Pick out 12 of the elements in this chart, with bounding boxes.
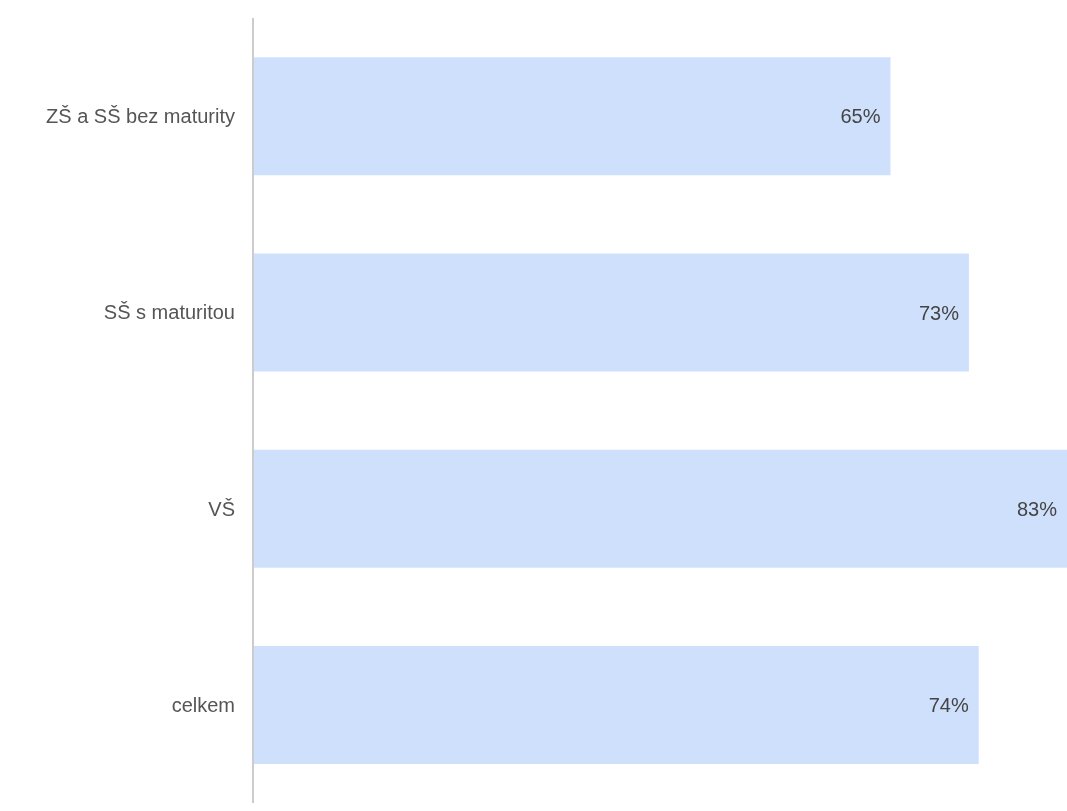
bar <box>253 57 891 176</box>
data-label: 73% <box>918 301 960 324</box>
y-tick-label: ZŠ a SŠ bez maturity <box>46 105 235 128</box>
y-tick-label: VŠ <box>208 497 235 520</box>
bar <box>253 449 1067 568</box>
bar <box>253 253 969 372</box>
data-label: 83% <box>1016 497 1058 520</box>
y-tick-label: celkem <box>171 693 235 716</box>
data-label: 74% <box>928 694 969 716</box>
bar <box>253 646 979 764</box>
y-tick-label: SŠ s maturitou <box>103 301 235 324</box>
data-label: 65% <box>840 105 881 128</box>
